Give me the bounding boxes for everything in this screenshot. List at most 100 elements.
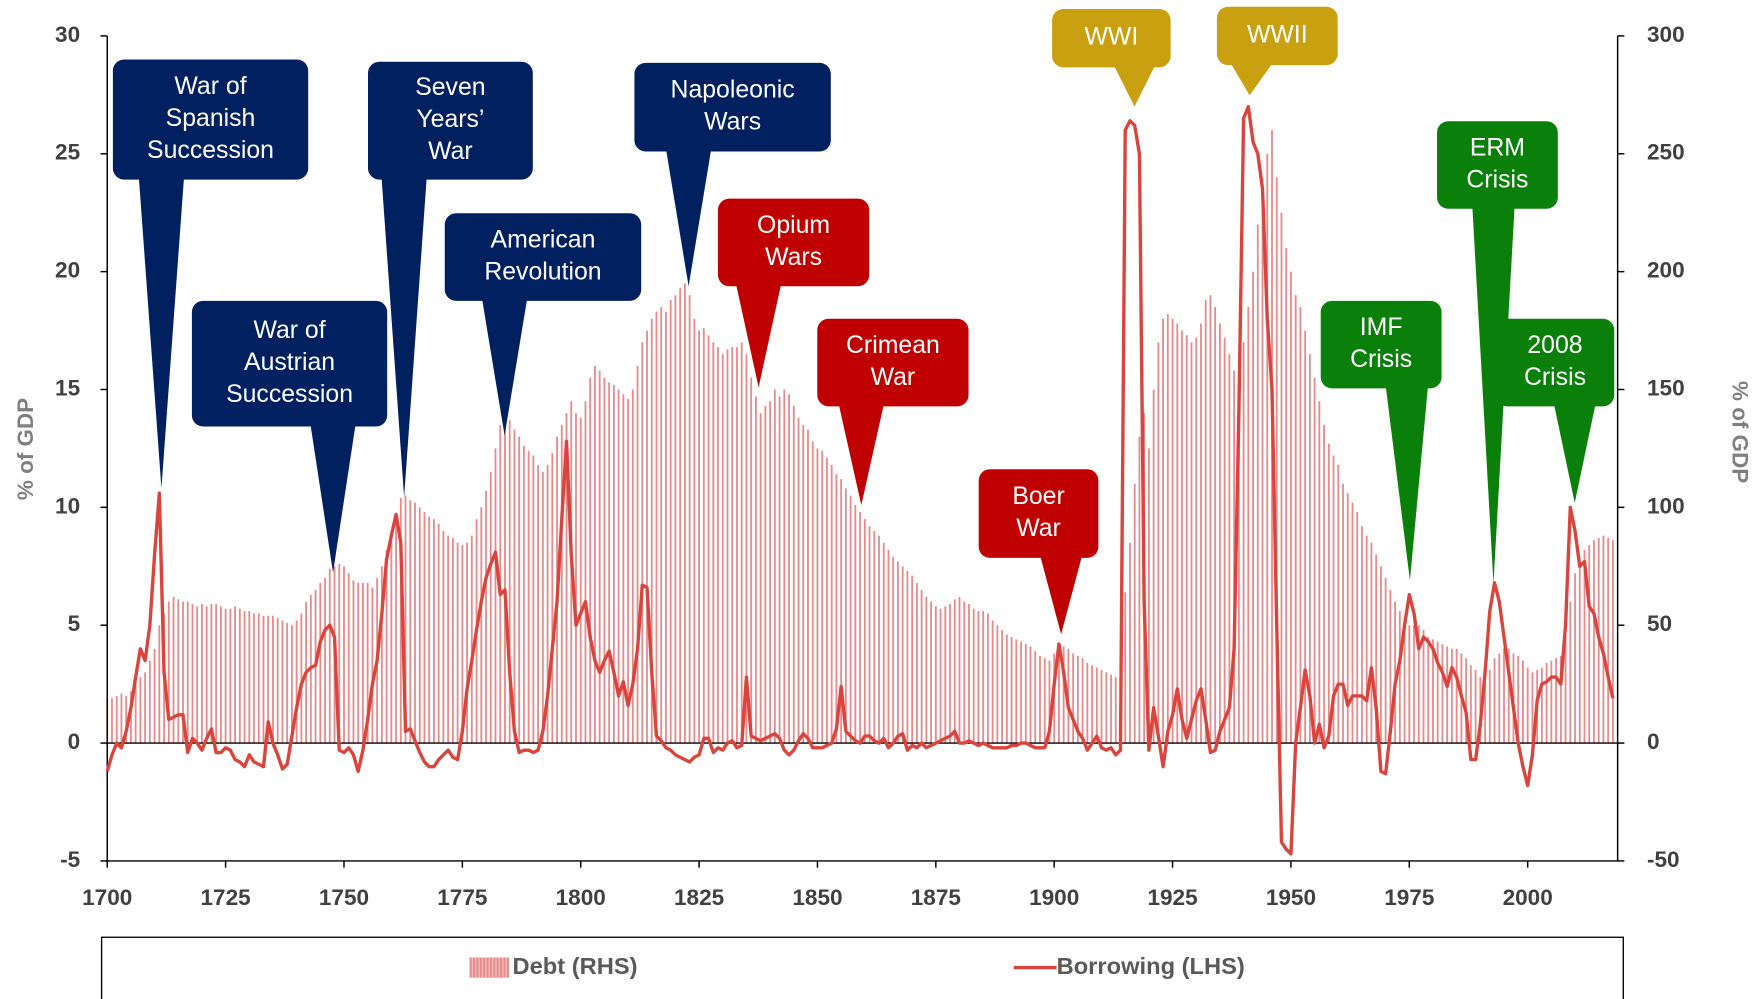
bar xyxy=(1005,634,1008,744)
legend-label: Debt (RHS) xyxy=(512,954,637,980)
bar xyxy=(892,556,895,744)
bar xyxy=(854,505,857,744)
bar xyxy=(1342,483,1344,744)
bar xyxy=(669,299,672,744)
bar xyxy=(617,389,620,744)
bar xyxy=(347,573,350,744)
bar xyxy=(930,601,932,744)
bar xyxy=(1545,662,1548,744)
x-tick-label: 1875 xyxy=(911,885,961,910)
bar xyxy=(1242,342,1245,744)
callout-pointer xyxy=(666,149,712,287)
bar xyxy=(631,389,634,744)
bar xyxy=(693,318,696,744)
bar xyxy=(177,599,180,744)
bar xyxy=(182,601,184,744)
bar xyxy=(1039,655,1041,744)
bar xyxy=(1058,648,1060,744)
bar xyxy=(1531,672,1534,744)
x-tick-label: 1800 xyxy=(556,885,606,910)
callout-label: Wars xyxy=(704,109,761,136)
bar xyxy=(807,429,809,744)
bar xyxy=(1375,554,1378,744)
x-tick-label: 1975 xyxy=(1384,885,1434,910)
bar xyxy=(205,606,208,744)
bar xyxy=(1384,578,1387,744)
bar xyxy=(414,502,416,744)
bar xyxy=(759,413,762,744)
callout-pointer xyxy=(310,424,356,573)
bar xyxy=(1574,573,1576,744)
callout-box xyxy=(191,300,388,427)
bar xyxy=(1503,648,1505,744)
bar xyxy=(1261,177,1264,744)
bar xyxy=(788,394,790,744)
bar xyxy=(1294,295,1297,744)
y-tick-label: -5 xyxy=(60,847,80,872)
bar xyxy=(826,457,828,744)
bar xyxy=(802,424,805,744)
callout-label: Years’ xyxy=(416,106,484,133)
bar xyxy=(466,542,468,744)
bar xyxy=(1114,677,1117,744)
callout-pointer xyxy=(381,177,427,498)
callout: Seven Years’ War xyxy=(368,61,533,498)
bar xyxy=(650,318,653,744)
callout-box xyxy=(634,62,831,152)
bar xyxy=(1290,271,1292,744)
bar xyxy=(915,582,918,744)
bar xyxy=(1015,639,1018,744)
bar xyxy=(1105,672,1108,744)
bar xyxy=(257,613,260,744)
bar xyxy=(1432,639,1434,744)
bar xyxy=(224,608,227,744)
x-tick-label: 1750 xyxy=(319,885,369,910)
bar xyxy=(1190,342,1193,744)
bar xyxy=(1351,502,1354,744)
bar xyxy=(991,620,994,744)
callout-box xyxy=(1320,300,1442,389)
bar xyxy=(518,436,521,744)
bar xyxy=(1181,330,1183,744)
bar xyxy=(683,283,686,744)
bar xyxy=(527,450,530,744)
bar xyxy=(399,497,402,744)
bar xyxy=(447,535,450,744)
bar xyxy=(589,377,592,744)
bar xyxy=(1076,655,1079,744)
callout-pointer xyxy=(1113,65,1156,107)
bar xyxy=(594,365,596,744)
bar xyxy=(366,582,369,744)
callout-pointer xyxy=(482,298,528,436)
bar xyxy=(1034,651,1037,744)
bar xyxy=(1200,323,1202,744)
bar xyxy=(1361,526,1363,744)
bar xyxy=(575,413,577,744)
bar xyxy=(1493,658,1496,744)
bar xyxy=(215,604,218,744)
bar xyxy=(778,396,781,744)
callout-label: Crisis xyxy=(1350,346,1412,373)
bar xyxy=(1129,542,1131,744)
x-tick-label: 1950 xyxy=(1266,885,1316,910)
bar xyxy=(1346,493,1349,744)
bar xyxy=(1024,644,1027,744)
bar xyxy=(565,413,568,744)
bar xyxy=(958,596,961,744)
y2-tick-label: 150 xyxy=(1647,375,1685,400)
callout-box xyxy=(1437,121,1558,209)
callout: WWI xyxy=(1052,8,1171,107)
x-tick-label: 1850 xyxy=(792,885,842,910)
bar xyxy=(612,384,615,744)
bar xyxy=(437,523,440,744)
bar xyxy=(1275,177,1278,744)
bar xyxy=(972,608,975,744)
callout-box xyxy=(1495,318,1615,407)
bar xyxy=(1337,464,1340,744)
bar xyxy=(949,604,951,744)
bar xyxy=(508,420,511,744)
bar xyxy=(267,615,270,744)
bar xyxy=(1124,592,1127,744)
bar xyxy=(551,453,554,744)
bar xyxy=(1474,670,1477,744)
